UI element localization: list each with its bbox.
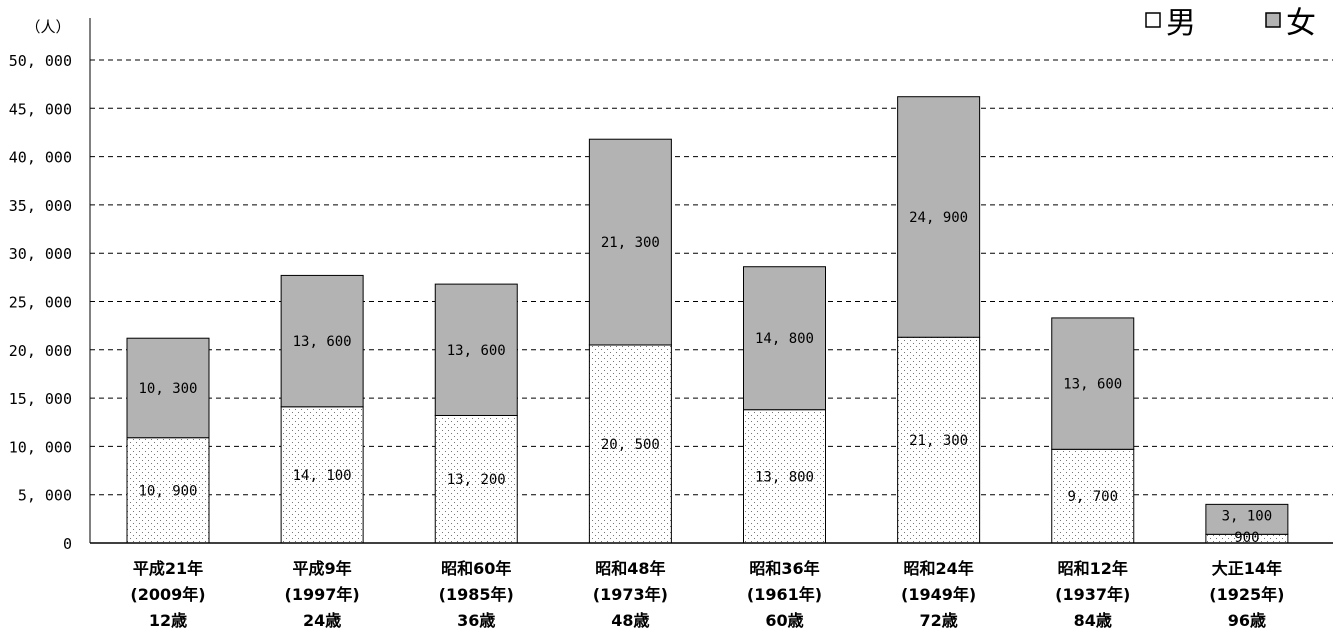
legend-swatch-female [1265, 12, 1281, 28]
x-label-era: 平成9年 [293, 559, 352, 578]
x-axis: 平成21年 (2009年) 12歳 平成9年 (1997年) 24歳 昭和60年 (1985年… [90, 542, 1333, 630]
bar-female [897, 96, 981, 338]
bar-female [434, 283, 518, 416]
bar-male [588, 344, 672, 544]
x-label-year: (1949年) [901, 585, 976, 604]
y-axis: 0 5, 000 10, 000 15, 000 20, 000 25, 000 30, 0… [9, 18, 91, 553]
legend-swatch-male [1145, 12, 1161, 28]
bar-female [126, 337, 210, 439]
x-label-era: 昭和60年 [441, 559, 511, 578]
data-label-male: 14, 100 [293, 468, 352, 484]
bar-male [434, 414, 518, 544]
x-label-year: (1925年) [1209, 585, 1284, 604]
y-tick-label: 30, 000 [9, 245, 72, 263]
data-label-male: 900 [1234, 530, 1259, 546]
data-label-female: 21, 300 [601, 235, 660, 251]
x-label-year: (1961年) [747, 585, 822, 604]
x-label-era: 大正14年 [1212, 559, 1282, 578]
data-label-male: 13, 800 [755, 469, 814, 485]
y-unit-label: （人） [25, 18, 70, 36]
bar-male [280, 406, 364, 544]
data-label-male: 20, 500 [601, 437, 660, 453]
bars: 10, 900 10, 300 14, 100 13, 600 13, 200 13, 6… [126, 96, 1289, 546]
bar-male [126, 437, 210, 544]
x-label-age: 72歳 [919, 611, 957, 630]
data-label-female: 10, 300 [138, 381, 197, 397]
x-label-age: 60歳 [765, 611, 803, 630]
legend-label-male: 男 [1166, 6, 1196, 41]
x-label-age: 48歳 [611, 611, 649, 630]
x-label-era: 昭和12年 [1058, 559, 1128, 578]
gridlines [90, 59, 1333, 496]
x-label-era: 平成21年 [133, 559, 203, 578]
x-label-year: (2009年) [130, 585, 205, 604]
x-label-era: 昭和48年 [595, 559, 665, 578]
x-label-age: 12歳 [149, 611, 187, 630]
bar-male [897, 336, 981, 544]
bar-female [1205, 503, 1289, 535]
y-tick-label: 20, 000 [9, 342, 72, 360]
x-label-era: 昭和24年 [903, 559, 973, 578]
data-label-female: 14, 800 [755, 331, 814, 347]
y-tick-label: 25, 000 [9, 294, 72, 312]
y-tick-label: 5, 000 [18, 487, 72, 505]
data-label-male: 9, 700 [1067, 489, 1118, 505]
y-tick-label: 40, 000 [9, 149, 72, 167]
x-label-era: 昭和36年 [749, 559, 819, 578]
x-label-age: 96歳 [1228, 611, 1266, 630]
data-label-female: 13, 600 [447, 343, 506, 359]
y-tick-label: 15, 000 [9, 390, 72, 408]
x-label-year: (1937年) [1055, 585, 1130, 604]
data-label-male: 13, 200 [447, 472, 506, 488]
y-tick-label: 10, 000 [9, 438, 72, 456]
y-tick-label: 50, 000 [9, 52, 72, 70]
data-label-female: 24, 900 [909, 210, 968, 226]
y-tick-label: 0 [63, 535, 72, 553]
x-label-age: 84歳 [1074, 611, 1112, 630]
bar-female [743, 266, 826, 411]
bar-female [588, 138, 672, 346]
data-label-male: 10, 900 [138, 483, 197, 499]
bar-female [280, 274, 364, 408]
x-label-year: (1973年) [593, 585, 668, 604]
x-label-year: (1985年) [439, 585, 514, 604]
bar-female [1051, 317, 1135, 450]
x-label-age: 24歳 [303, 611, 341, 630]
legend-label-female: 女 [1286, 6, 1316, 41]
x-label-age: 36歳 [457, 611, 495, 630]
data-label-female: 13, 600 [293, 334, 352, 350]
data-label-male: 21, 300 [909, 433, 968, 449]
bar-male [743, 409, 826, 544]
bar-male [1051, 448, 1135, 544]
y-tick-label: 45, 000 [9, 100, 72, 118]
data-label-female: 13, 600 [1063, 377, 1122, 393]
legend: 男女 [1145, 6, 1316, 41]
data-label-female: 3, 100 [1222, 508, 1273, 524]
y-tick-label: 35, 000 [9, 197, 72, 215]
x-label-year: (1997年) [285, 585, 360, 604]
